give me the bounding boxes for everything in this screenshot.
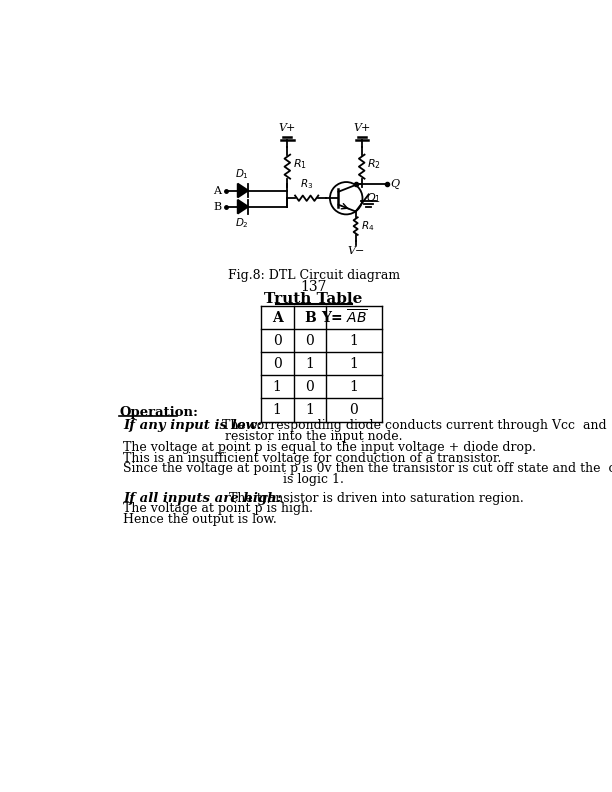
- Text: Hence the output is low.: Hence the output is low.: [123, 513, 277, 526]
- Text: 0: 0: [305, 333, 314, 348]
- Text: Since the voltage at point p is 0v then the transistor is cut off state and the : Since the voltage at point p is 0v then …: [123, 463, 612, 475]
- Text: $Q_1$: $Q_1$: [365, 192, 381, 205]
- Text: $R_4$: $R_4$: [361, 219, 375, 233]
- Text: Truth Table: Truth Table: [264, 292, 363, 306]
- Text: 1: 1: [273, 380, 282, 394]
- Text: If any input is low:: If any input is low:: [123, 419, 262, 432]
- Polygon shape: [237, 200, 248, 214]
- Text: V+: V+: [278, 123, 296, 133]
- Text: 0: 0: [273, 333, 282, 348]
- Text: 1: 1: [305, 403, 314, 417]
- Text: Fig.8: DTL Circuit diagram: Fig.8: DTL Circuit diagram: [228, 268, 400, 282]
- Text: Q: Q: [390, 179, 400, 189]
- Text: V+: V+: [353, 123, 370, 133]
- Text: Operation:: Operation:: [119, 406, 198, 419]
- Text: 0: 0: [273, 356, 282, 371]
- Text: The voltage at point p is equal to the input voltage + diode drop.: The voltage at point p is equal to the i…: [123, 441, 536, 454]
- Text: The corresponding diode conducts current through Vcc  and: The corresponding diode conducts current…: [217, 419, 606, 432]
- Text: 0: 0: [305, 380, 314, 394]
- Text: The transistor is driven into saturation region.: The transistor is driven into saturation…: [225, 492, 524, 505]
- Text: 1: 1: [349, 333, 359, 348]
- Text: $D_2$: $D_2$: [234, 217, 248, 230]
- Text: $R_3$: $R_3$: [300, 177, 313, 192]
- Text: The voltage at point p is high.: The voltage at point p is high.: [123, 502, 313, 516]
- Text: $R_2$: $R_2$: [367, 158, 381, 171]
- Text: is logic 1.: is logic 1.: [283, 473, 344, 486]
- Text: A: A: [272, 310, 283, 325]
- Text: B: B: [214, 202, 222, 211]
- Text: 1: 1: [305, 356, 314, 371]
- Text: $\overline{AB}$: $\overline{AB}$: [346, 308, 368, 327]
- Text: V−: V−: [347, 246, 364, 256]
- Text: 1: 1: [349, 356, 359, 371]
- Text: 1: 1: [349, 380, 359, 394]
- Text: $R_1$: $R_1$: [293, 158, 307, 171]
- Text: 1: 1: [273, 403, 282, 417]
- Text: 137: 137: [300, 280, 327, 294]
- Text: If all inputs are high:: If all inputs are high:: [123, 492, 282, 505]
- Text: $D_1$: $D_1$: [234, 167, 248, 181]
- Text: resistor into the input node.: resistor into the input node.: [225, 430, 403, 443]
- Text: A: A: [214, 185, 222, 196]
- Polygon shape: [237, 184, 248, 197]
- Text: Y=: Y=: [321, 310, 348, 325]
- Text: B: B: [304, 310, 316, 325]
- Text: 0: 0: [349, 403, 358, 417]
- Text: This is an insufficient voltage for conduction of a transistor.: This is an insufficient voltage for cond…: [123, 451, 501, 465]
